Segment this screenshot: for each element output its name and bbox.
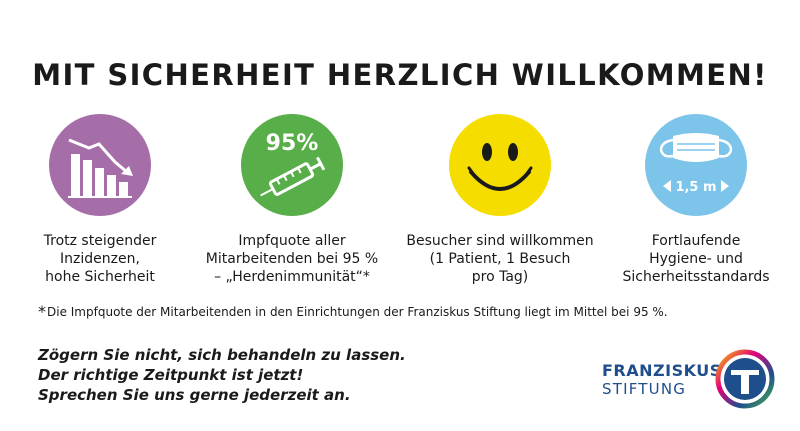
declining-chart-icon [49, 114, 151, 216]
distance-label: 1,5 m [675, 180, 716, 195]
tagline: Zögern Sie nicht, sich behandeln zu lass… [38, 345, 406, 405]
feature-vaccination: 95% Impfquote aller Mitarbeitenden bei 9… [192, 114, 392, 286]
page-title: MIT SICHERHEIT HERZLICH WILLKOMMEN! [32, 58, 768, 92]
feature-hygiene: 1,5 m Fortlaufende Hygiene- und Sicherhe… [596, 114, 796, 286]
feature-incidence: Trotz steigender Inzidenzen, hohe Sicher… [0, 114, 200, 286]
feature-caption: Fortlaufende Hygiene- und Sicherheitssta… [622, 233, 770, 285]
feature-caption: Trotz steigender Inzidenzen, hohe Sicher… [43, 233, 157, 285]
tagline-line: Sprechen Sie uns gerne jederzeit an. [38, 386, 351, 404]
feature-caption: Besucher sind willkommen (1 Patient, 1 B… [406, 233, 594, 285]
footnote: *Die Impfquote der Mitarbeitenden in den… [38, 302, 668, 321]
tagline-line: Zögern Sie nicht, sich behandeln zu lass… [38, 346, 406, 364]
feature-visitors: Besucher sind willkommen (1 Patient, 1 B… [400, 114, 600, 286]
syringe-icon: 95% [241, 114, 343, 216]
brand-name-line2: STIFTUNG [602, 380, 687, 398]
footnote-mark: * [38, 302, 46, 321]
footnote-text: Die Impfquote der Mitarbeitenden in den … [47, 305, 668, 319]
tagline-line: Der richtige Zeitpunkt ist jetzt! [38, 366, 304, 384]
face-mask-icon: 1,5 m [645, 114, 747, 216]
feature-caption: Impfquote aller Mitarbeitenden bei 95 % … [205, 233, 379, 285]
brand-name-line1: FRANZISKUS [602, 361, 722, 380]
brand-logo-text: FRANZISKUS STIFTUNG [602, 361, 722, 399]
smiley-icon [449, 114, 551, 216]
franziskus-logo-icon [714, 348, 776, 414]
vaccination-badge: 95% [266, 131, 319, 156]
